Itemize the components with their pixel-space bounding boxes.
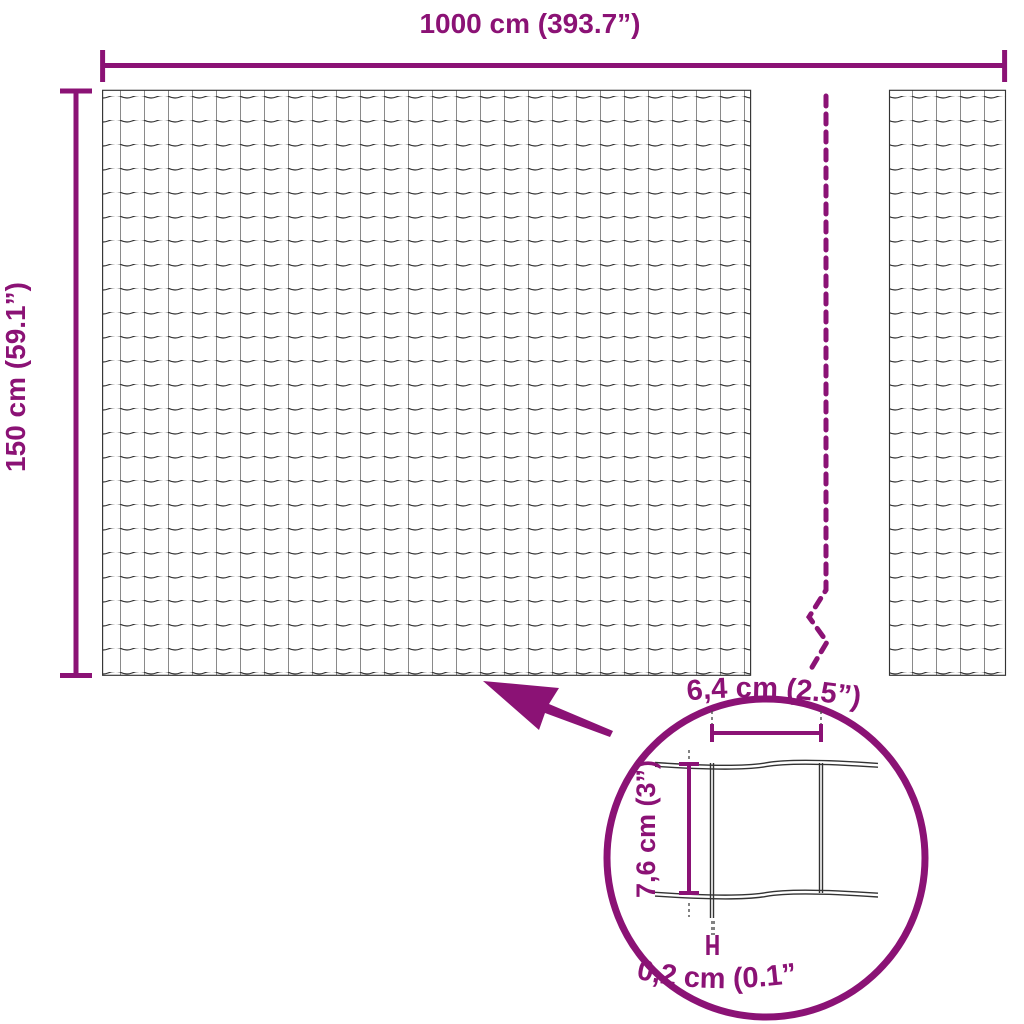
svg-text:150 cm (59.1”): 150 cm (59.1”) (0, 282, 31, 472)
svg-text:1000 cm (393.7”): 1000 cm (393.7”) (419, 8, 640, 39)
svg-text:7,6 cm (3”): 7,6 cm (3”) (631, 760, 661, 898)
